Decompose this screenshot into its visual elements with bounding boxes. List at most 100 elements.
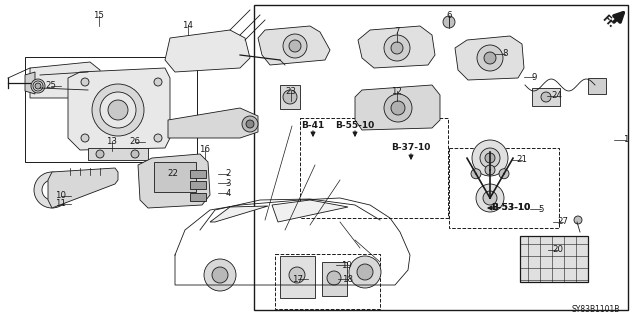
Text: 12: 12	[392, 86, 403, 95]
Text: 17: 17	[292, 275, 303, 284]
Text: 20: 20	[552, 246, 563, 255]
Circle shape	[476, 184, 504, 212]
Bar	[588, 78, 606, 94]
Circle shape	[96, 150, 104, 158]
Circle shape	[81, 134, 89, 142]
Circle shape	[480, 148, 500, 168]
Text: 8: 8	[502, 49, 508, 58]
Text: 22: 22	[168, 169, 179, 179]
Text: B-53-10: B-53-10	[492, 204, 531, 212]
Bar	[154, 162, 196, 192]
Circle shape	[283, 90, 297, 104]
Circle shape	[108, 100, 128, 120]
Bar	[300, 118, 448, 218]
Circle shape	[131, 150, 139, 158]
Polygon shape	[455, 36, 524, 80]
Text: 25: 25	[45, 81, 56, 91]
Polygon shape	[138, 154, 210, 208]
Polygon shape	[258, 26, 330, 65]
Text: 5: 5	[538, 204, 544, 213]
Circle shape	[100, 92, 136, 128]
Circle shape	[35, 83, 41, 89]
Circle shape	[443, 16, 455, 28]
Text: 2: 2	[225, 169, 231, 179]
Text: 11: 11	[56, 199, 67, 209]
Circle shape	[574, 216, 582, 224]
Bar	[275, 254, 380, 309]
Text: 16: 16	[200, 145, 211, 153]
Circle shape	[391, 101, 405, 115]
Text: B-53-10: B-53-10	[492, 204, 531, 212]
Circle shape	[92, 84, 144, 136]
Circle shape	[485, 165, 495, 175]
Text: Fr.: Fr.	[600, 14, 616, 30]
Polygon shape	[165, 30, 250, 72]
Text: 14: 14	[182, 20, 193, 29]
Circle shape	[242, 116, 258, 132]
Bar	[449, 148, 559, 228]
Text: B-41: B-41	[301, 121, 324, 130]
Circle shape	[541, 92, 551, 102]
Bar	[280, 256, 315, 298]
Circle shape	[483, 191, 497, 205]
Circle shape	[499, 169, 509, 179]
Text: 9: 9	[531, 72, 537, 81]
Circle shape	[471, 169, 481, 179]
Polygon shape	[48, 168, 118, 208]
Text: 23: 23	[285, 86, 296, 95]
Circle shape	[384, 35, 410, 61]
Text: 27: 27	[557, 218, 568, 226]
Text: 7: 7	[394, 27, 400, 36]
Text: 4: 4	[225, 189, 231, 197]
Circle shape	[349, 256, 381, 288]
Bar	[322, 262, 347, 296]
Bar	[25, 57, 197, 162]
Circle shape	[484, 52, 496, 64]
Circle shape	[42, 180, 62, 200]
Polygon shape	[355, 85, 440, 130]
Bar	[190, 170, 206, 178]
Polygon shape	[358, 26, 435, 68]
Text: 1: 1	[623, 136, 628, 145]
Circle shape	[154, 134, 162, 142]
Circle shape	[357, 264, 373, 280]
Polygon shape	[210, 206, 268, 222]
Circle shape	[289, 40, 301, 52]
Text: B-37-10: B-37-10	[391, 144, 431, 152]
Bar	[88, 148, 148, 160]
Bar	[520, 236, 588, 282]
Circle shape	[204, 259, 236, 291]
Polygon shape	[68, 68, 170, 150]
Text: 10: 10	[56, 191, 67, 201]
Circle shape	[34, 172, 70, 208]
Bar	[280, 85, 300, 109]
Circle shape	[327, 271, 341, 285]
Text: 15: 15	[93, 11, 104, 20]
Polygon shape	[272, 200, 348, 222]
Circle shape	[477, 45, 503, 71]
Circle shape	[391, 42, 403, 54]
Polygon shape	[168, 108, 258, 138]
Circle shape	[289, 267, 305, 283]
Polygon shape	[30, 62, 100, 98]
Polygon shape	[25, 72, 35, 94]
Text: 18: 18	[342, 275, 353, 284]
Circle shape	[485, 153, 495, 163]
Text: 3: 3	[225, 179, 231, 188]
Circle shape	[33, 81, 43, 91]
Circle shape	[246, 120, 254, 128]
Circle shape	[384, 94, 412, 122]
Text: 13: 13	[106, 137, 118, 145]
Circle shape	[283, 34, 307, 58]
Bar	[532, 88, 560, 106]
Circle shape	[81, 78, 89, 86]
Circle shape	[212, 267, 228, 283]
Bar	[254, 5, 628, 310]
Text: SY83B1101B: SY83B1101B	[572, 306, 620, 315]
Text: 6: 6	[446, 11, 452, 20]
Text: 26: 26	[129, 137, 141, 146]
Circle shape	[472, 140, 508, 176]
Bar	[190, 193, 206, 201]
Text: B-55-10: B-55-10	[335, 121, 374, 130]
Text: 19: 19	[340, 261, 351, 270]
